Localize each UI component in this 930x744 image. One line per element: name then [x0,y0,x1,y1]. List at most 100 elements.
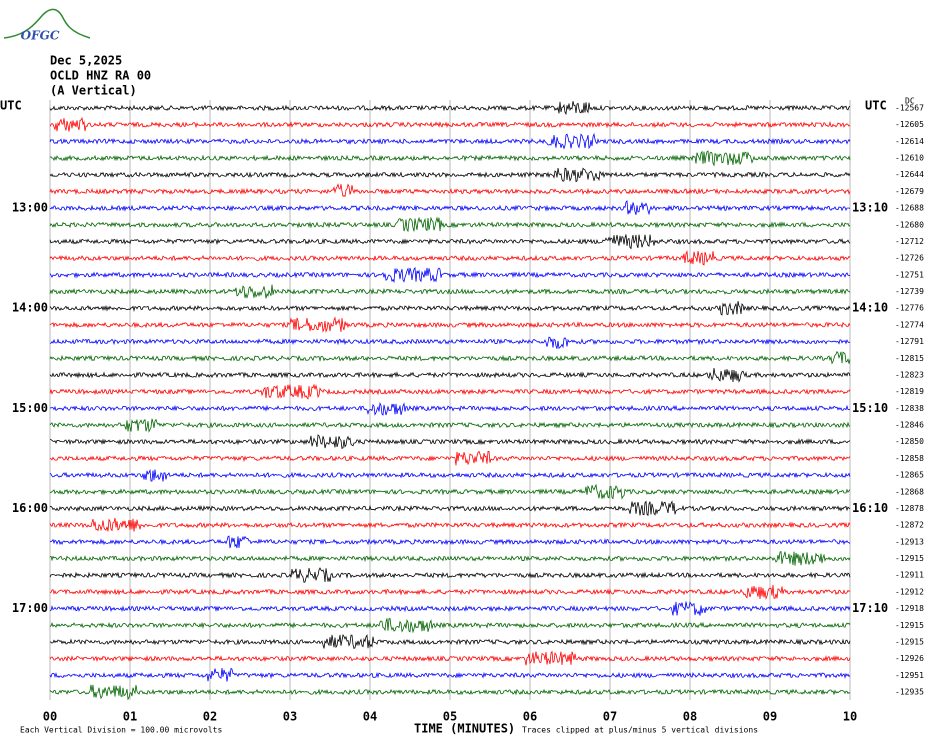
row-offset: -12614 [895,137,924,146]
x-tick-label: 00 [43,710,57,724]
logo-text: OFGC [21,29,60,43]
x-tick-label: 06 [523,710,537,724]
trace [49,101,851,116]
row-offset: -12858 [895,454,924,463]
trace [49,418,851,433]
row-left-label: 17:00 [12,601,48,615]
row-offset: -12846 [895,421,924,430]
row-offset: -12911 [895,571,924,580]
row-offset: -12912 [895,587,924,596]
row-offset: -12774 [895,320,924,329]
trace [49,468,851,482]
row-left-label: 16:00 [12,501,48,515]
trace [49,618,851,634]
title-line: OCLD HNZ RA 00 [50,69,151,83]
footnote: Each Vertical Division = 100.00 microvol… [20,726,222,735]
row-left-label: 13:00 [12,201,48,215]
row-offset: -12726 [895,254,924,263]
row-offset: -12567 [895,104,924,113]
row-offset: -12918 [895,604,924,613]
title-line: (A Vertical) [50,84,137,98]
trace [49,633,851,649]
row-offset: -12915 [895,621,924,630]
row-left-label: 14:00 [12,301,48,315]
trace [49,383,851,400]
trace [49,150,851,167]
row-offset: -12605 [895,120,924,129]
trace [49,284,851,299]
x-tick-label: 03 [283,710,297,724]
row-offset: -12865 [895,471,924,480]
trace [49,336,851,349]
offset-header: DC [905,97,915,106]
row-offset: -12872 [895,521,924,530]
trace [49,199,851,216]
row-offset: -12878 [895,504,924,513]
row-offset: -12712 [895,237,924,246]
x-tick-label: 07 [603,710,617,724]
logo-curve [3,8,91,39]
x-axis-label: TIME (MINUTES) [414,722,515,736]
row-offset: -12915 [895,637,924,646]
row-offset: -12688 [895,204,924,213]
row-offset: -12776 [895,304,924,313]
trace [49,183,851,198]
row-offset: -12644 [895,170,924,179]
row-offset: -12751 [895,270,924,279]
trace [49,234,851,250]
x-tick-label: 08 [683,710,697,724]
x-tick-label: 05 [443,710,457,724]
footnote: Traces clipped at plus/minus 5 vertical … [522,726,758,735]
x-tick-label: 09 [763,710,777,724]
x-tick-label: 01 [123,710,137,724]
trace [49,500,851,517]
row-offset: -12679 [895,187,924,196]
row-offset: -12739 [895,287,924,296]
trace [50,434,851,450]
x-tick-label: 02 [203,710,217,724]
row-right-label: 16:10 [852,501,888,515]
trace [49,316,851,333]
trace [49,216,851,233]
row-right-label: 14:10 [852,301,888,315]
row-offset: -12610 [895,154,924,163]
trace [49,250,851,266]
row-offset: -12868 [895,487,924,496]
trace [49,401,850,416]
trace [49,132,851,150]
trace [49,567,851,583]
row-offset: -12951 [895,671,924,680]
trace [49,167,851,183]
title-line: Dec 5,2025 [50,54,122,68]
trace [49,551,851,566]
left-axis-label: UTC [0,99,22,113]
trace [49,450,851,466]
row-offset: -12935 [895,688,924,697]
row-right-label: 15:10 [852,401,888,415]
trace [49,601,851,616]
row-left-label: 15:00 [12,401,48,415]
trace [49,684,851,701]
row-offset: -12926 [895,654,924,663]
x-tick-label: 10 [843,710,857,724]
row-offset: -12815 [895,354,924,363]
row-right-label: 17:10 [852,601,888,615]
trace [50,584,851,600]
trace [49,483,851,500]
row-offset: -12913 [895,537,924,546]
trace [49,367,851,383]
trace [49,350,851,365]
trace [49,301,851,316]
trace [49,116,851,132]
row-offset: -12850 [895,437,924,446]
row-right-label: 13:10 [852,201,888,215]
row-offset: -12823 [895,370,924,379]
row-offset: -12791 [895,337,924,346]
trace [49,650,851,666]
trace [49,266,851,284]
row-offset: -12915 [895,554,924,563]
trace [49,667,851,682]
row-offset: -12819 [895,387,924,396]
